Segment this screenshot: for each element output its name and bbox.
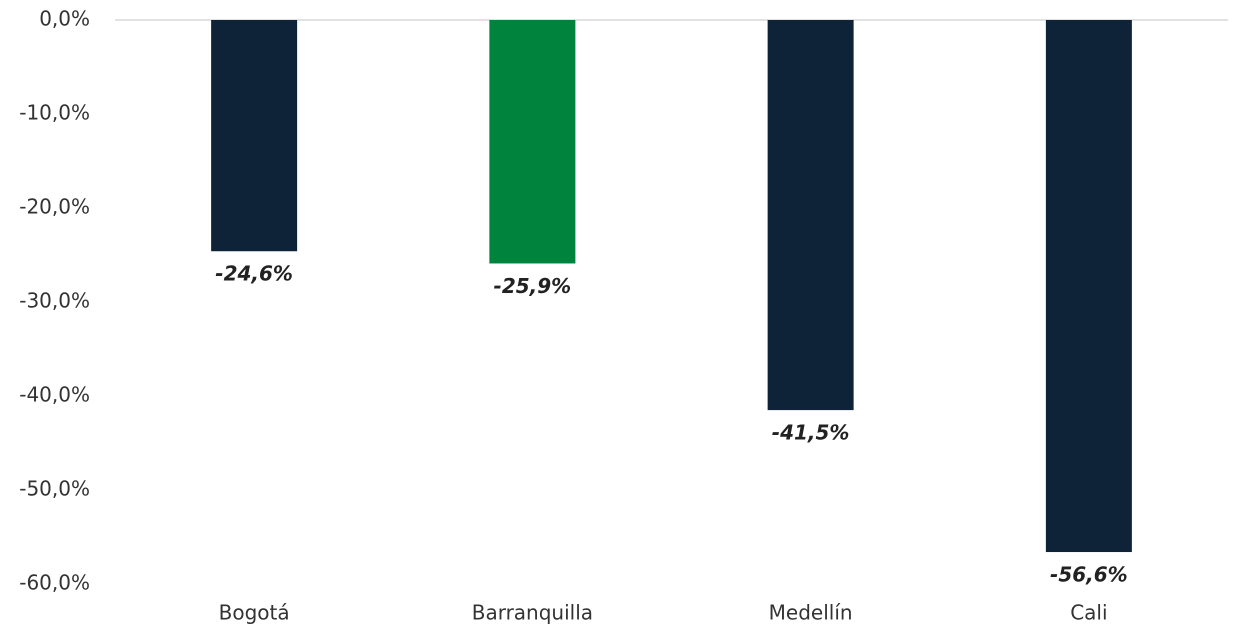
y-tick-label: -30,0%: [19, 289, 90, 313]
y-tick-label: -20,0%: [19, 195, 90, 219]
value-label: -25,9%: [494, 274, 572, 298]
x-tick-label: Barranquilla: [472, 601, 593, 625]
x-tick-label: Cali: [1070, 601, 1107, 625]
y-tick-label: 0,0%: [39, 7, 90, 31]
bar: [1045, 20, 1132, 553]
bar: [211, 20, 298, 252]
value-label: -24,6%: [215, 262, 293, 286]
y-tick-label: -40,0%: [19, 383, 90, 407]
value-label: -56,6%: [1050, 563, 1128, 587]
y-tick-label: -60,0%: [19, 571, 90, 595]
y-tick-label: -50,0%: [19, 477, 90, 501]
x-tick-label: Medellín: [769, 601, 853, 625]
y-tick-label: -10,0%: [19, 101, 90, 125]
bar: [489, 20, 576, 264]
value-label: -41,5%: [772, 421, 850, 445]
x-tick-label: Bogotá: [219, 601, 290, 625]
bar: [767, 20, 854, 411]
